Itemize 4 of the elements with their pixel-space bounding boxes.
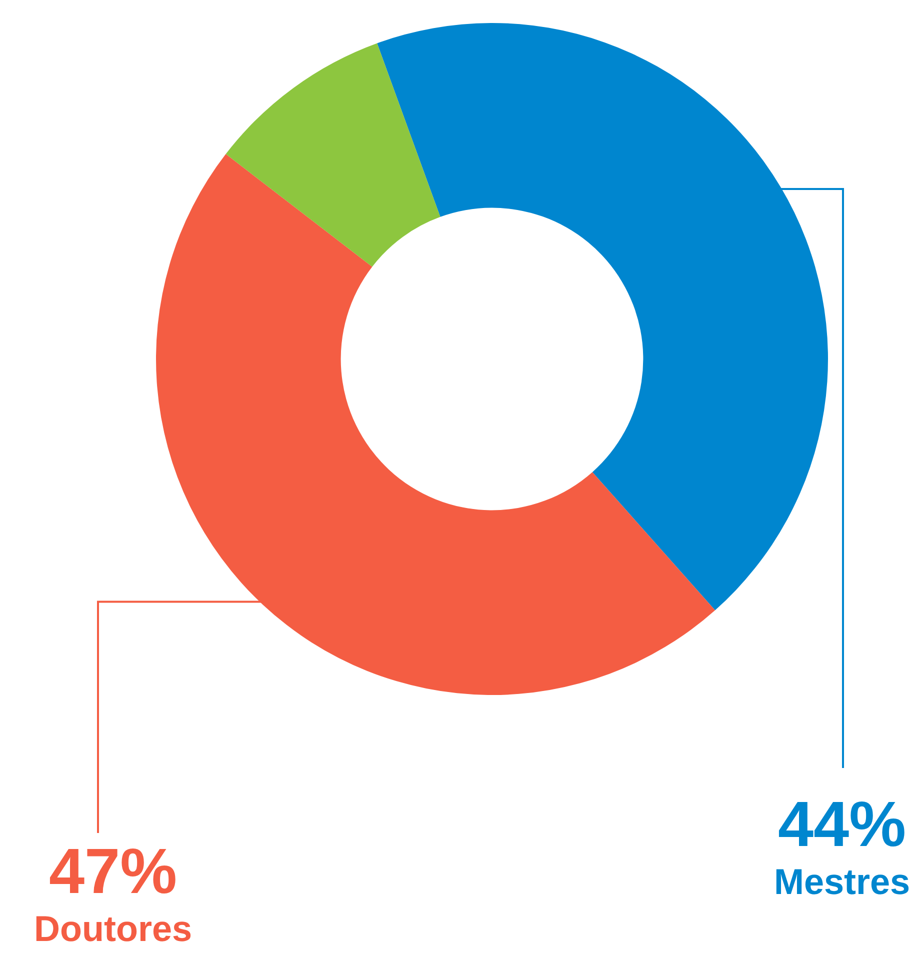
data-label: 47% [48, 835, 178, 907]
slice-label: Mestres [774, 861, 910, 902]
slice-label: Doutores [34, 908, 192, 949]
data-label: 44% [778, 788, 906, 860]
